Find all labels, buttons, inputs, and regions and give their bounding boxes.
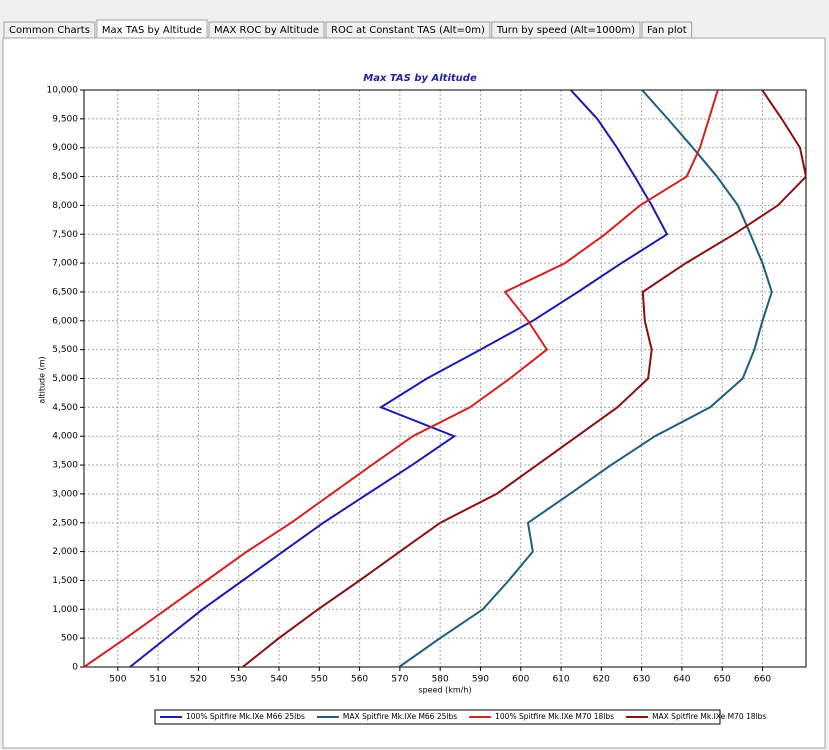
x-tick-label: 4,000 (52, 432, 78, 442)
x-tick-label: 8,500 (52, 172, 78, 182)
x-tick-label: 0 (72, 663, 78, 673)
x-tick-label: 3,000 (52, 489, 78, 499)
x-tick-label: 5,500 (52, 345, 78, 355)
y-tick-label: 650 (714, 675, 731, 685)
y-tick-label: 620 (593, 675, 610, 685)
x-tick-label: 10,000 (47, 86, 79, 96)
x-tick-label: 6,500 (52, 287, 78, 297)
tab[interactable]: Fan plot (641, 21, 693, 39)
y-axis-label: speed (km/h) (418, 686, 471, 695)
x-tick-label: 8,000 (52, 201, 78, 211)
tab-bar: Common Charts Max TAS by Altitude MAX ROC … (3, 19, 693, 40)
chart: Max TAS by Altitude altitude (m) speed (… (38, 73, 807, 725)
y-tick-label: 510 (150, 675, 167, 685)
y-tick-label: 590 (472, 675, 489, 685)
x-tick-label: 1,000 (52, 605, 78, 615)
x-tick-label: 2,000 (52, 547, 78, 557)
x-tick-label: 3,500 (52, 461, 78, 471)
series-line (398, 90, 773, 667)
tab[interactable]: Turn by speed (Alt=1000m) (491, 21, 641, 39)
y-tick-label: 540 (270, 675, 287, 685)
x-tick-label: 2,500 (52, 518, 78, 528)
legend-label: MAX Spitfire Mk.IXe M70 18lbs (652, 712, 766, 721)
chart-title: Max TAS by Altitude (363, 73, 477, 84)
tab[interactable]: MAX ROC by Altitude (208, 21, 325, 39)
tab-label: Turn by speed (Alt=1000m) (496, 25, 635, 36)
legend: 100% Spitfire Mk.IXe M66 25lbs MAX Spitfi… (154, 709, 766, 725)
x-tick-label: 1,500 (52, 576, 78, 586)
y-tick-label: 520 (190, 675, 207, 685)
y-tick-label: 550 (311, 675, 328, 685)
tab-label: Max TAS by Altitude (102, 25, 202, 36)
y-tick-label: 630 (633, 675, 650, 685)
legend-box (154, 709, 721, 725)
legend-label: 100% Spitfire Mk.IXe M70 18lbs (495, 712, 614, 721)
y-tick-label: 560 (351, 675, 368, 685)
y-tick-label: 500 (109, 675, 126, 685)
tab[interactable]: Max TAS by Altitude (96, 19, 208, 40)
x-tick-label: 7,500 (52, 230, 78, 240)
x-tick-label: 7,000 (52, 259, 78, 269)
x-tick-label: 9,000 (52, 143, 78, 153)
series-line (129, 90, 669, 667)
legend-label: 100% Spitfire Mk.IXe M66 25lbs (186, 712, 305, 721)
series-line (84, 90, 719, 667)
x-tick-label: 5,000 (52, 374, 78, 384)
x-tick-label: 9,500 (52, 114, 78, 124)
y-tick-label: 610 (552, 675, 569, 685)
y-tick-label: 600 (512, 675, 529, 685)
y-tick-label: 570 (391, 675, 408, 685)
tab[interactable]: Common Charts (3, 21, 96, 39)
tab-label: Fan plot (647, 25, 687, 36)
y-tick-label: 640 (673, 675, 690, 685)
x-tick-label: 4,500 (52, 403, 78, 413)
x-axis-label: altitude (m) (38, 356, 47, 403)
series-line (242, 90, 806, 667)
y-tick-label: 530 (230, 675, 247, 685)
y-tick-label: 660 (754, 675, 771, 685)
x-tick-label: 6,000 (52, 316, 78, 326)
legend-label: MAX Spitfire Mk.IXe M66 25lbs (343, 712, 457, 721)
x-tick-label: 500 (61, 634, 78, 644)
tab-label: MAX ROC by Altitude (214, 25, 319, 36)
plot-border (83, 89, 807, 668)
tab[interactable]: ROC at Constant TAS (Alt=0m) (325, 21, 491, 39)
y-tick-label: 580 (432, 675, 449, 685)
tab-label: ROC at Constant TAS (Alt=0m) (331, 25, 485, 36)
tab-label: Common Charts (9, 25, 90, 36)
